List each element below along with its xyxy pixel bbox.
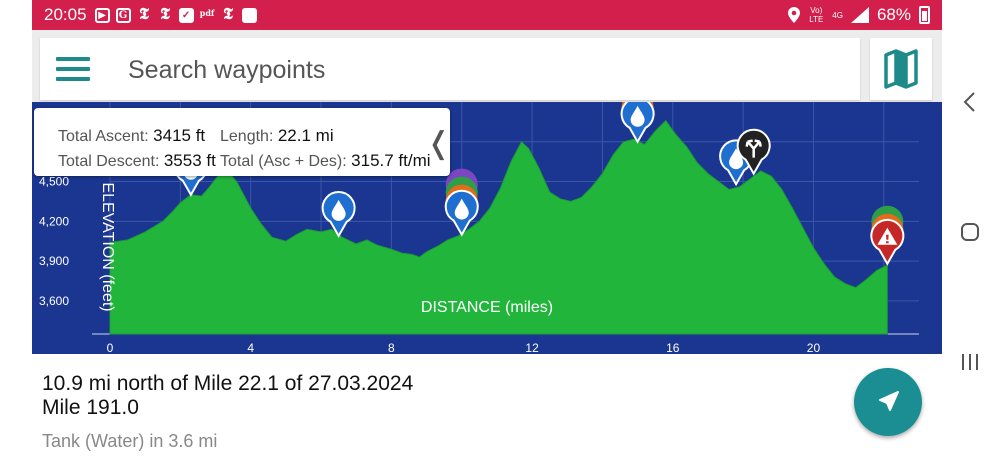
x-axis-label: DISTANCE (miles) [421,299,553,316]
location-panel: 10.9 mi north of Mile 22.1 of 27.03.2024… [32,354,942,466]
navigation-arrow-icon [879,391,899,411]
y-tick-label: 3,900 [39,254,69,268]
current-mile: Mile 191.0 [42,396,139,419]
status-bar: 20:05 ▶ G 𝕿 𝕿 ✓ pdf 𝕿 Vo) LTE 4G 68% [32,0,942,30]
elevation-profile-area [109,119,888,335]
network-label: Vo) LTE [809,6,824,24]
water-drop-icon [454,198,469,220]
waypoint-marker[interactable] [620,102,655,144]
x-tick-label: 12 [525,341,539,354]
waypoint-marker[interactable] [321,191,356,238]
image-icon [241,7,257,23]
stats-row-1b: Length: 22.1 mi [220,126,334,148]
water-drop-icon [729,148,744,170]
chevron-left-icon[interactable]: ❬ [426,126,452,161]
length-label: Length: [220,128,274,145]
waypoint-marker[interactable] [736,128,771,176]
stats-row-1: Total Ascent: 3415 ft [58,126,205,148]
x-tick-label: 4 [247,341,254,354]
route-stats-panel: Total Ascent: 3415 ft Length: 22.1 mi To… [34,108,452,176]
y-tick-label: 4,200 [39,214,69,228]
waypoint-marker[interactable] [870,205,905,266]
next-waypoint[interactable]: Tank (Water) in 3.6 mi [42,431,218,451]
warning-icon [877,227,898,245]
stats-row-2b: Total (Asc + Des): 315.7 ft/mi [220,151,431,173]
back-icon[interactable] [954,86,986,118]
water-drop-icon [630,105,645,127]
status-time: 20:05 [44,5,87,24]
elevation-profile-chart[interactable]: 0481216203,6003,9004,2004,5004,800DISTAN… [32,102,942,354]
nyt-icon: 𝕿 [160,3,170,23]
y-tick-label: 3,600 [39,294,69,308]
x-tick-label: 16 [666,341,680,354]
stats-row-2: Total Descent: 3553 ft [58,151,216,173]
x-tick-label: 8 [388,341,395,354]
recents-icon[interactable] [954,346,986,378]
gmail-icon: G [115,7,131,23]
battery-icon [919,6,930,24]
search-header [32,30,942,102]
nyt-icon: 𝕿 [139,3,149,23]
y-axis-label: ELEVATION (feet) [99,182,116,311]
search-box [40,38,860,100]
signal-label: 4G [832,10,843,20]
status-right: Vo) LTE 4G 68% [788,5,930,25]
system-navigation-bar [942,0,1000,466]
x-tick-label: 20 [807,341,821,354]
home-icon[interactable] [954,216,986,248]
pdf-icon: pdf [199,7,215,18]
nyt-icon: 𝕿 [223,3,233,23]
search-input[interactable] [128,50,828,90]
total-descent-label: Total Descent: [58,153,160,170]
check-icon: ✓ [178,7,194,23]
total-descent-value: 3553 ft [163,151,216,170]
location-icon [788,7,801,23]
total-ascent-value: 3415 ft [153,126,206,145]
total-value: 315.7 ft/mi [351,151,431,170]
waypoint-marker[interactable] [444,168,479,237]
navigate-button[interactable] [854,368,922,436]
signal-bars-icon [850,7,869,23]
waypoint-pin [870,218,905,266]
x-tick-label: 0 [107,341,114,354]
map-icon [884,49,918,89]
y-tick-label: 4,500 [39,175,69,189]
map-toggle-button[interactable] [870,38,932,100]
notification-icons: ▶ G 𝕿 𝕿 ✓ pdf 𝕿 [94,3,257,23]
location-description: 10.9 mi north of Mile 22.1 of 27.03.2024 [42,372,414,395]
total-label: Total (Asc + Des): [220,153,347,170]
water-drop-icon [331,199,346,221]
length-value: 22.1 mi [277,126,334,145]
youtube-icon: ▶ [94,7,110,23]
battery-percent: 68% [876,5,911,24]
total-ascent-label: Total Ascent: [58,128,149,145]
menu-icon[interactable] [56,57,90,81]
fork-junction-icon [745,139,762,158]
